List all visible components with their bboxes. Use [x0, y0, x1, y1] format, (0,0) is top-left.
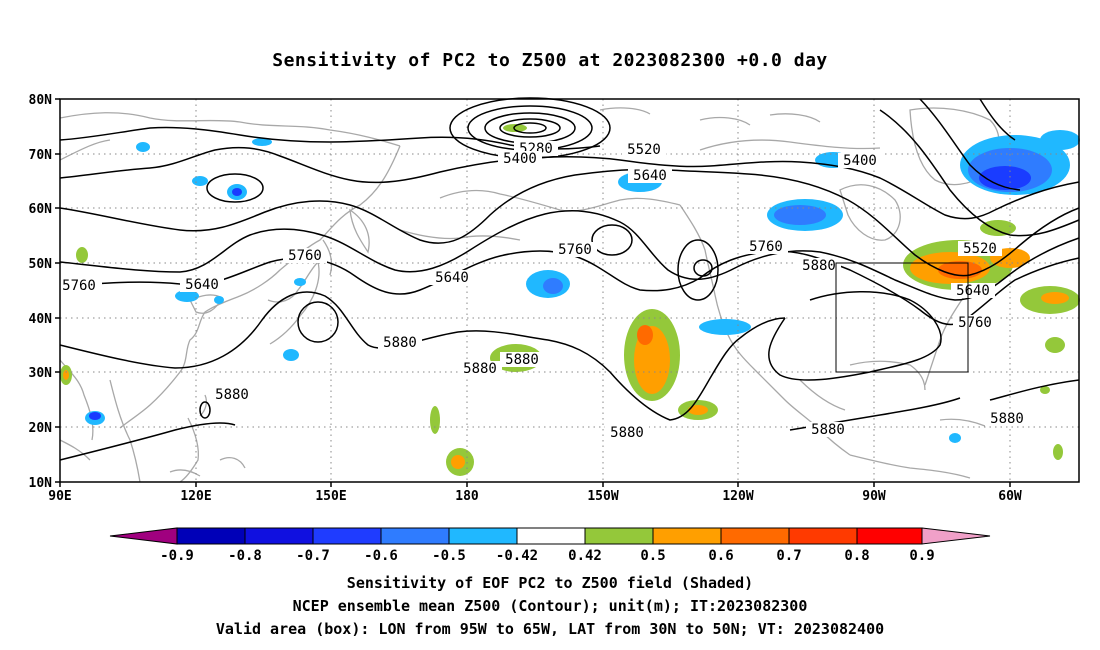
footer-valid-area-caption: Valid area (box): LON from 95W to 65W, L…: [215, 620, 885, 638]
contour-label: 5880: [505, 352, 539, 368]
lat-tick-label: 60N: [29, 202, 53, 217]
colorbar-label: 0.6: [708, 548, 733, 564]
colorbar-label: 0.8: [844, 548, 869, 564]
lon-tick-label: 180: [455, 489, 479, 504]
colorbar-label: 0.9: [909, 548, 934, 564]
lat-tick-label: 20N: [29, 421, 53, 436]
contour-label: 5880: [610, 425, 644, 441]
footer-contour-caption: NCEP ensemble mean Z500 (Contour); unit(…: [292, 597, 808, 615]
lon-axis: 90E 120E 150E 180 150W 120W 90W 60W: [48, 489, 1022, 504]
lon-tick-label: 150E: [315, 489, 346, 504]
colorbar-label: -0.8: [228, 548, 262, 564]
contour-labels: 5280 5400 5520 5400 5640 5520 5760 5760 …: [60, 141, 1029, 441]
lon-tick-label: 90E: [48, 489, 71, 504]
contour-label: 5760: [558, 242, 592, 258]
colorbar-low-triangle: [109, 527, 178, 545]
axis-ticks: [55, 98, 1011, 487]
contour-label: 5520: [963, 241, 997, 257]
contour-label: 5880: [463, 361, 497, 377]
colorbar-segment: [652, 527, 722, 545]
z500-contours: [59, 97, 1080, 461]
colorbar-segment: [448, 527, 518, 545]
sensitivity-shading: [60, 124, 1080, 476]
colorbar-segment: [584, 527, 654, 545]
colorbar-segment: [516, 527, 586, 545]
colorbar-label: -0.5: [432, 548, 466, 564]
colorbar-segment: [176, 527, 246, 545]
colorbar-segment: [244, 527, 314, 545]
lon-tick-label: 120E: [180, 489, 211, 504]
chart-title: Sensitivity of PC2 to Z500 at 2023082300…: [272, 50, 828, 71]
contour-label: 5640: [435, 270, 469, 286]
contour-label: 5880: [802, 258, 836, 274]
contour-label: 5760: [749, 239, 783, 255]
lat-tick-label: 30N: [29, 366, 53, 381]
contour-label: 5640: [956, 283, 990, 299]
lon-tick-label: 90W: [862, 489, 886, 504]
colorbar-segment: [720, 527, 790, 545]
contour-label: 5520: [627, 142, 661, 158]
map-background: [60, 99, 1079, 482]
lat-tick-label: 40N: [29, 312, 53, 327]
lon-tick-label: 120W: [722, 489, 753, 504]
colorbar-labels: -0.9 -0.8 -0.7 -0.6 -0.5 -0.42 0.42 0.5 …: [160, 548, 935, 564]
colorbar-segment: [788, 527, 858, 545]
colorbar-segment: [312, 527, 382, 545]
colorbar-label: 0.7: [776, 548, 801, 564]
contour-label: 5880: [990, 411, 1024, 427]
lat-axis: 80N 70N 60N 50N 40N 30N 20N 10N: [29, 93, 53, 491]
contour-label: 5880: [383, 335, 417, 351]
colorbar-label: -0.6: [364, 548, 398, 564]
colorbar-label: -0.42: [496, 548, 538, 564]
contour-label: 5760: [62, 278, 96, 294]
colorbar-high-triangle: [921, 527, 991, 545]
lat-tick-label: 80N: [29, 93, 53, 108]
valid-area-box: [835, 262, 969, 373]
contour-label: 5760: [958, 315, 992, 331]
colorbar-label: -0.9: [160, 548, 194, 564]
contour-label: 5400: [843, 153, 877, 169]
colorbar-label: 0.42: [568, 548, 602, 564]
contour-label: 5640: [633, 168, 667, 184]
lon-tick-label: 150W: [587, 489, 618, 504]
contour-label: 5760: [288, 248, 322, 264]
colorbar-label: -0.7: [296, 548, 330, 564]
colorbar-label: 0.5: [640, 548, 665, 564]
contour-label: 5400: [503, 151, 537, 167]
colorbar: [109, 527, 991, 545]
colorbar-segment: [856, 527, 923, 545]
contour-label: 5640: [185, 277, 219, 293]
lat-tick-label: 50N: [29, 257, 53, 272]
lat-tick-label: 70N: [29, 148, 53, 163]
contour-label: 5880: [811, 422, 845, 438]
map-frame: [59, 98, 1080, 483]
colorbar-segment: [380, 527, 450, 545]
footer-shading-caption: Sensitivity of EOF PC2 to Z500 field (Sh…: [346, 574, 754, 592]
contour-label: 5880: [215, 387, 249, 403]
lon-tick-label: 60W: [998, 489, 1022, 504]
lat-tick-label: 10N: [29, 476, 53, 491]
